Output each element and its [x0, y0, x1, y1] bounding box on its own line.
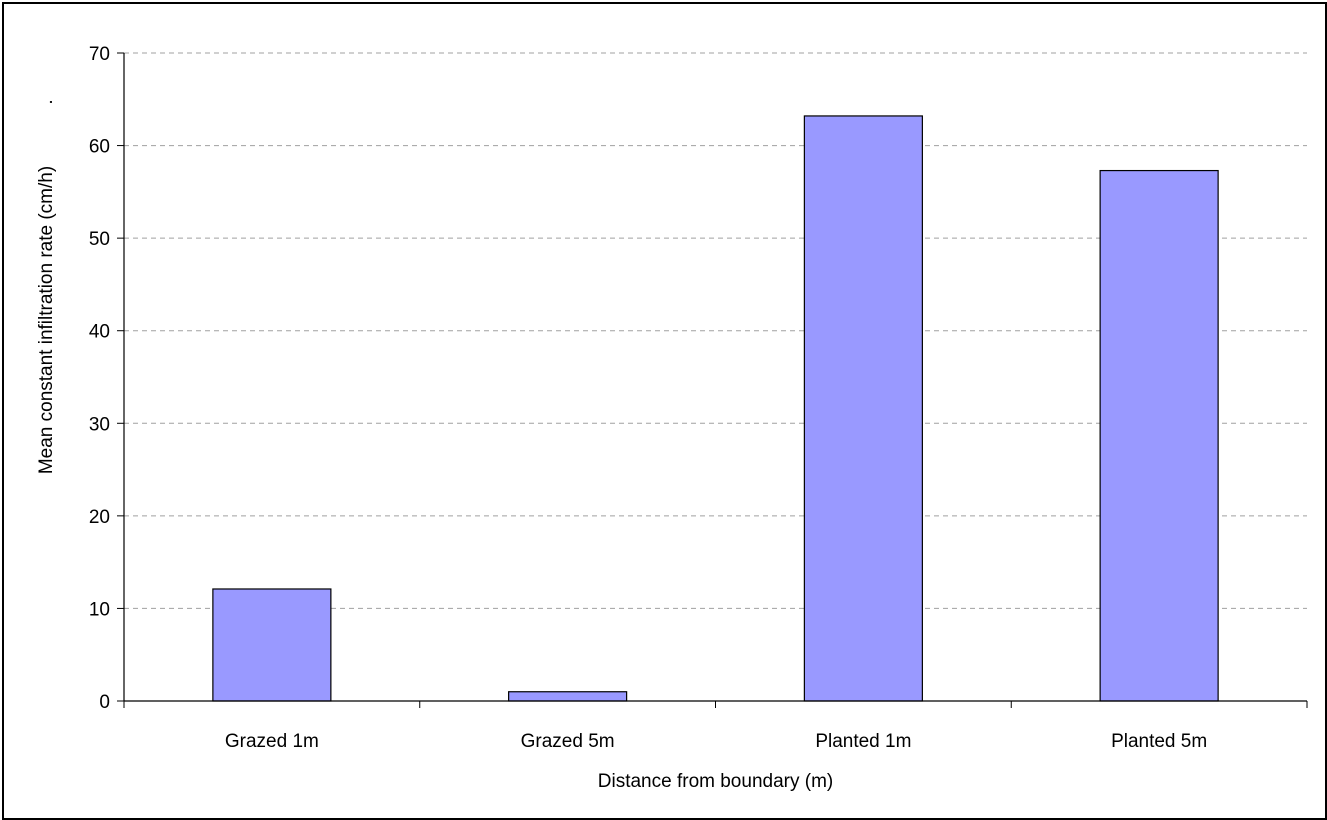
bar-planted-1m [803, 115, 923, 702]
y-tick-labels: 0 10 20 30 40 50 60 70 [89, 44, 110, 713]
y-tick-label: 20 [89, 507, 110, 528]
y-tick-label: 70 [89, 44, 110, 65]
bar-chart: 0 10 20 30 40 50 60 70 Grazed 1m Grazed 5m Plante… [36, 44, 1308, 792]
y-tick-label: 50 [89, 229, 110, 250]
x-tick-label: Planted 5m [1111, 731, 1207, 752]
x-tick-label: Planted 1m [815, 731, 911, 752]
y-tick-label: 30 [89, 414, 110, 435]
y-tick-label: 40 [89, 322, 110, 343]
x-axis-title: Distance from boundary (m) [598, 771, 833, 792]
y-tick-label: 60 [89, 137, 110, 158]
y-axis-title-suffix: . [36, 99, 57, 104]
bar-grazed-1m [212, 588, 332, 702]
y-axis-title: Mean constant infiltration rate (cm/h) [36, 166, 57, 474]
bar-grazed-5m [508, 691, 628, 702]
x-tick-labels: Grazed 1m Grazed 5m Planted 1m Planted 5m [225, 731, 1207, 752]
axes [117, 52, 1308, 708]
bar-planted-5m [1099, 169, 1219, 702]
y-tick-label: 0 [99, 692, 110, 713]
x-tick-label: Grazed 5m [521, 731, 615, 752]
y-tick-label: 10 [89, 599, 110, 620]
bars [212, 115, 1219, 702]
x-tick-label: Grazed 1m [225, 731, 319, 752]
